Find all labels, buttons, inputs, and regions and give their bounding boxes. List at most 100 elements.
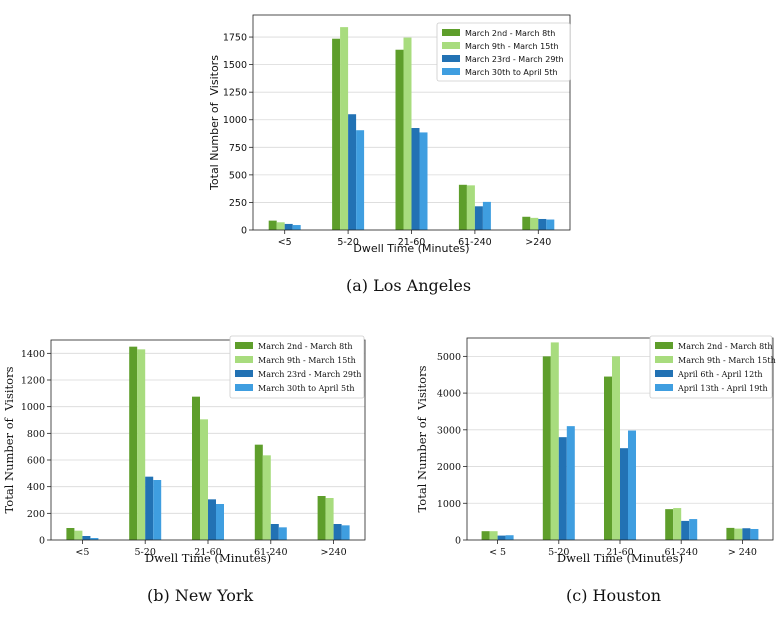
y-tick-label: 1000 (223, 115, 247, 126)
chart-los-angeles: 0 250 500 750 1000 1250 1500 1750 <5 5-20 21-60 61-… (208, 14, 571, 255)
y-tick-label: 1400 (21, 349, 45, 360)
bar (403, 37, 412, 230)
bar (542, 356, 551, 540)
bar (419, 132, 428, 230)
y-tick-label: 0 (455, 536, 461, 547)
legend-entry: March 9th - March 15th (678, 356, 776, 365)
bar (276, 222, 285, 230)
bar (411, 128, 420, 230)
bar (689, 519, 698, 540)
x-tick-label: 61-240 (458, 237, 492, 248)
bar (74, 530, 83, 540)
bar (333, 524, 342, 540)
legend-swatch (655, 342, 673, 349)
x-tick-label: <5 (75, 547, 89, 558)
legend-entry: March 9th - March 15th (258, 356, 356, 365)
bar (466, 185, 475, 230)
bar (558, 437, 567, 540)
x-axis-label: Dwell Time (Minutes) (353, 242, 469, 255)
legend-swatch (655, 356, 673, 363)
bar (665, 509, 674, 540)
y-tick-label: 250 (229, 198, 247, 209)
bar (482, 201, 491, 230)
y-tick-label: 1500 (223, 60, 247, 71)
plot-frame (50, 339, 366, 541)
bar (284, 223, 293, 230)
y-tick-label: 600 (27, 456, 45, 467)
legend-swatch (442, 29, 460, 36)
bar (268, 220, 277, 230)
bar (90, 538, 99, 540)
y-axis-label: Total Number of Visitors (208, 55, 221, 191)
x-axis-label: Dwell Time (Minutes) (557, 551, 683, 565)
bar (356, 130, 365, 230)
y-tick-label: 4000 (437, 389, 461, 400)
bar (254, 444, 263, 540)
caption-text: Los Angeles (373, 276, 472, 295)
bar (317, 496, 326, 540)
bar (200, 419, 208, 540)
bar (82, 536, 91, 540)
legend-swatch (235, 342, 253, 349)
caption-text: New York (174, 586, 254, 605)
bar (208, 499, 216, 540)
bar (628, 430, 636, 540)
x-tick-label: >240 (321, 547, 347, 558)
y-tick-label: 0 (39, 536, 45, 547)
y-tick-label: 1250 (223, 88, 247, 99)
bar (129, 346, 138, 540)
legend-entry: April 13th - April 19th (677, 384, 768, 393)
legend-entry: March 2nd - March 8th (678, 342, 773, 351)
bar (270, 524, 279, 540)
bar (216, 504, 224, 540)
bar (620, 448, 628, 540)
y-tick-label: 1000 (21, 402, 45, 413)
bar (458, 184, 467, 230)
legend-box (649, 335, 773, 399)
y-axis-label: Total Number of Visitors (2, 366, 16, 513)
bar (474, 206, 483, 230)
x-tick-label: 21-60 (398, 237, 426, 248)
y-tick-label: 750 (229, 143, 247, 154)
legend-entry: March 23rd - March 29th (258, 370, 361, 379)
x-tick-label: 5-20 (337, 237, 359, 248)
bar (505, 535, 514, 540)
y-tick-label: 1750 (223, 33, 247, 44)
bar (340, 27, 349, 230)
bar (489, 531, 498, 540)
legend: March 2nd - March 8th March 9th - March 1… (229, 335, 365, 399)
bar (681, 520, 690, 540)
legend-entry: March 30th to April 5th (465, 68, 558, 77)
caption-tag: (c) (566, 586, 588, 605)
x-tick-label: 5-20 (548, 547, 569, 558)
y-tick-label: 800 (27, 429, 45, 440)
legend: March 2nd - March 8th March 9th - March 1… (436, 22, 571, 82)
legend-swatch (235, 356, 253, 363)
x-tick-label: > 240 (728, 547, 757, 558)
bar (522, 216, 531, 230)
legend-entry: April 6th - April 12th (677, 370, 763, 379)
bar (292, 225, 301, 230)
bar (66, 528, 75, 540)
x-tick-label: >240 (525, 237, 551, 248)
caption-los-angeles: (a) Los Angeles (346, 276, 471, 295)
y-tick-label: 500 (229, 170, 247, 181)
legend-box (229, 335, 365, 399)
legend-entry: March 30th to April 5th (258, 384, 354, 393)
x-tick-label: 5-20 (135, 547, 156, 558)
legend-swatch (655, 370, 673, 377)
chart-panel-new-york: 0 200 400 600 800 1000 1200 1400 <5 5-20 21-60 61-2… (0, 320, 380, 570)
caption-new-york: (b) New York (147, 586, 253, 605)
bar (726, 527, 735, 540)
bar (481, 531, 490, 540)
bar (612, 356, 620, 540)
bar (262, 455, 271, 540)
x-tick-label: < 5 (489, 547, 506, 558)
legend-swatch (655, 384, 673, 391)
legend: March 2nd - March 8th March 9th - March 1… (649, 335, 776, 399)
y-tick-label: 400 (27, 482, 45, 493)
legend-box (436, 22, 571, 82)
y-tick-label: 5000 (437, 352, 461, 363)
chart-houston: 0 1000 2000 3000 4000 5000 < 5 5-20 21-60 61-240 >… (415, 335, 776, 565)
bar (734, 528, 743, 540)
